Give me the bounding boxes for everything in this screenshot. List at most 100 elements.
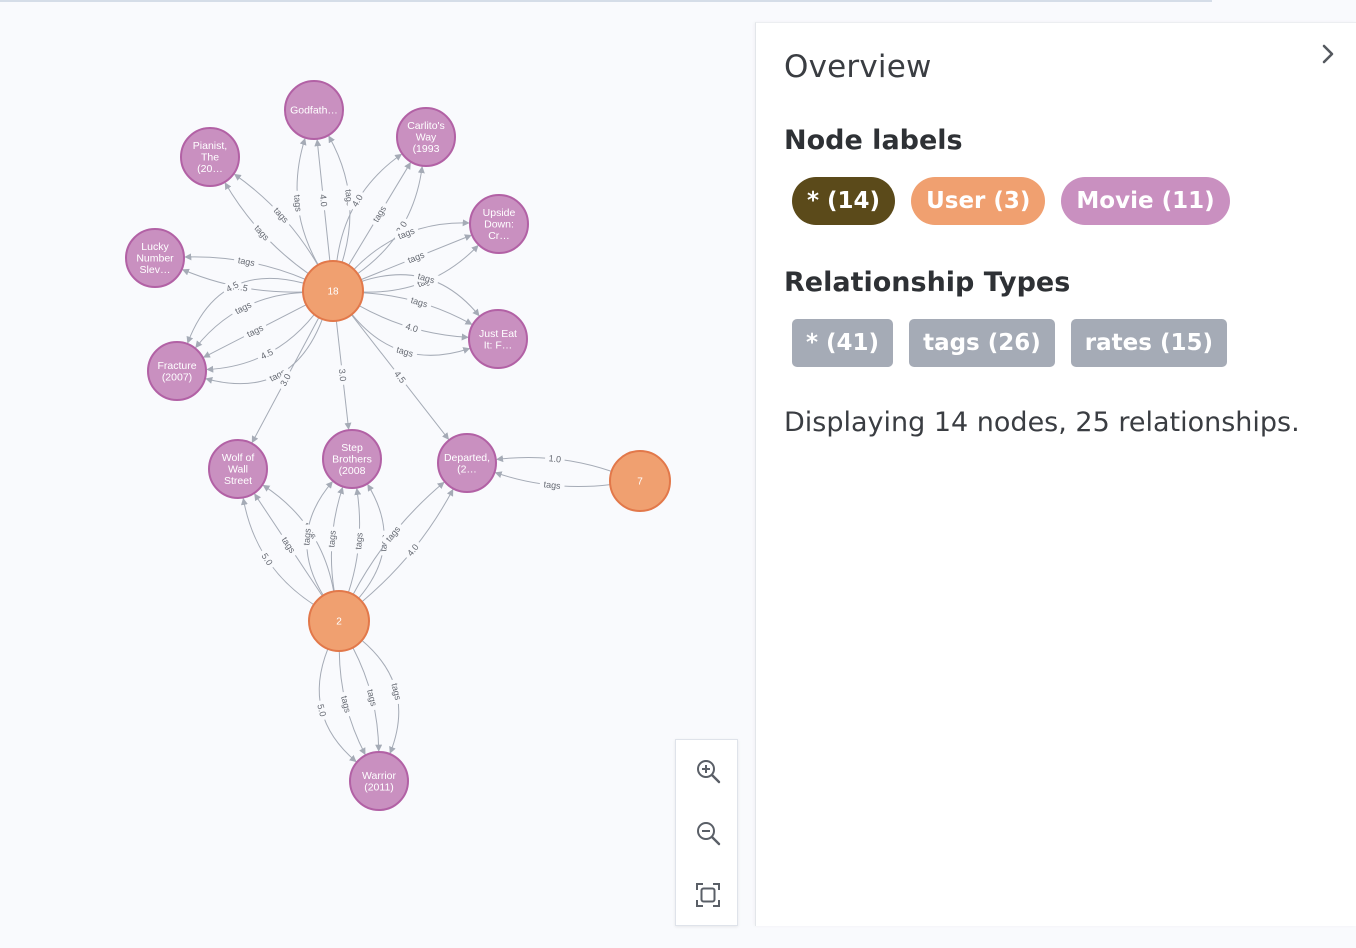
- user-node[interactable]: 18: [302, 260, 364, 322]
- node-caption: Departed,: [444, 452, 490, 464]
- node-caption: 2: [336, 617, 342, 628]
- movie-node[interactable]: Godfath…: [284, 80, 344, 140]
- node-caption: (20…: [197, 163, 223, 175]
- overview-title: Overview: [784, 49, 932, 85]
- node-labels-list: * (14) User (3) Movie (11): [792, 177, 1230, 225]
- relationship-label: 5.0: [257, 547, 278, 571]
- relationship-label: tags: [402, 247, 430, 267]
- node-caption: Brothers: [332, 454, 372, 466]
- graph-summary: Displaying 14 nodes, 25 relationships.: [784, 407, 1300, 438]
- relationship-label: tags: [391, 342, 419, 360]
- svg-text:tags: tags: [365, 688, 379, 707]
- rel-type-pill-all[interactable]: * (41): [792, 319, 894, 367]
- nodes-layer: 18 2 7 Godfath… Pianist,The(20… Carlito'sWay(…: [125, 80, 671, 811]
- movie-node[interactable]: Warrior(2011): [349, 751, 409, 811]
- relationship-label: tags: [325, 526, 339, 552]
- relationship-edge[interactable]: [352, 481, 445, 595]
- relationship-label: 5.0: [314, 699, 330, 722]
- user-node[interactable]: 7: [609, 450, 671, 512]
- relationship-label: tags: [405, 293, 433, 311]
- node-caption: Fracture: [157, 360, 196, 372]
- user-node[interactable]: 2: [308, 590, 370, 652]
- relationship-label: 1.0: [544, 451, 566, 465]
- svg-text:tags: tags: [353, 532, 364, 550]
- node-caption: Pianist,: [193, 140, 227, 152]
- relationship-label: tags: [277, 531, 301, 559]
- node-caption: Upside: [483, 207, 516, 219]
- node-label-pill-movie[interactable]: Movie (11): [1061, 177, 1230, 225]
- fit-to-screen-icon: [695, 883, 720, 907]
- relationship-label: tags: [300, 524, 314, 550]
- relationship-label: tags: [539, 477, 566, 492]
- relationship-label: tags: [412, 269, 440, 287]
- svg-text:tags: tags: [543, 479, 561, 491]
- relationship-edge[interactable]: [262, 484, 335, 592]
- node-caption: Slev…: [140, 264, 171, 276]
- node-label-pill-all[interactable]: * (14): [792, 177, 896, 225]
- zoom-out-button[interactable]: [676, 802, 739, 864]
- movie-node[interactable]: LuckyNumberSlev…: [125, 228, 185, 288]
- svg-text:4.0: 4.0: [404, 321, 419, 334]
- svg-text:4.0: 4.0: [318, 194, 329, 207]
- svg-text:tags: tags: [301, 528, 312, 546]
- node-caption: (2011): [364, 781, 394, 793]
- svg-text:tags: tags: [292, 194, 304, 212]
- relationship-label: tags: [364, 684, 381, 711]
- node-caption: Street: [224, 475, 252, 487]
- relationship-label: 4.5: [220, 277, 244, 296]
- graph-svg[interactable]: tags 4.0 tagstagstags4.0tags3.0tagstagstag…: [0, 0, 755, 948]
- svg-text:tags: tags: [378, 534, 389, 552]
- node-caption: Step: [341, 442, 363, 454]
- node-caption: (2007): [162, 371, 192, 383]
- rel-type-pill-rates[interactable]: rates (15): [1070, 319, 1227, 367]
- node-caption: The: [201, 152, 219, 164]
- zoom-in-button[interactable]: [676, 740, 739, 802]
- relationship-label: 4.0: [317, 190, 331, 211]
- zoom-out-icon: [696, 822, 720, 846]
- node-caption: Wolf of: [222, 452, 255, 464]
- svg-text:tags: tags: [389, 682, 403, 701]
- node-caption: 7: [637, 477, 643, 488]
- node-caption: (2…: [457, 463, 477, 475]
- relationship-label: tags: [388, 678, 406, 705]
- node-caption: 18: [327, 287, 339, 298]
- relationship-label: 4.5: [255, 344, 278, 364]
- movie-node[interactable]: Pianist,The(20…: [180, 127, 240, 187]
- graph-canvas[interactable]: tags 4.0 tags tags tags 4.0 tags 3.0 tags tags tag…: [0, 0, 755, 948]
- movie-node[interactable]: UpsideDown:Cr…: [469, 194, 529, 254]
- relationship-label: tags: [351, 528, 365, 554]
- node-label-pill-user[interactable]: User (3): [911, 177, 1046, 225]
- relationship-edge[interactable]: [240, 497, 315, 606]
- relationship-label: tags: [367, 200, 391, 228]
- node-caption: (2008: [339, 465, 366, 477]
- relationship-label: tags: [241, 320, 269, 342]
- relationship-label: tags: [338, 690, 355, 718]
- relationship-edge[interactable]: [361, 488, 454, 603]
- node-caption: Godfath…: [290, 105, 338, 117]
- node-labels-heading: Node labels: [784, 125, 963, 156]
- fit-to-screen-button[interactable]: [676, 864, 739, 926]
- relationship-label: tags: [233, 253, 260, 269]
- svg-text:3.0: 3.0: [337, 368, 348, 382]
- node-caption: Down:: [484, 219, 514, 231]
- svg-text:tags: tags: [410, 295, 430, 309]
- rel-type-pill-tags[interactable]: tags (26): [909, 319, 1055, 367]
- chevron-right-icon[interactable]: [1317, 43, 1339, 65]
- node-caption: Lucky: [141, 241, 169, 253]
- svg-text:1.0: 1.0: [548, 453, 561, 464]
- svg-text:tags: tags: [237, 255, 256, 268]
- relationship-types-list: * (41) tags (26) rates (15): [792, 319, 1227, 367]
- node-caption: Cr…: [488, 230, 510, 242]
- svg-text:tags: tags: [417, 271, 437, 285]
- node-caption: Carlito's: [407, 120, 445, 132]
- relationship-label: tags: [229, 296, 257, 318]
- top-border: [0, 0, 1212, 2]
- relationship-edge[interactable]: [233, 173, 319, 266]
- relationship-label: tags: [291, 190, 306, 217]
- movie-node[interactable]: Fracture(2007): [147, 341, 207, 401]
- movie-node[interactable]: Departed,(2…: [437, 433, 497, 493]
